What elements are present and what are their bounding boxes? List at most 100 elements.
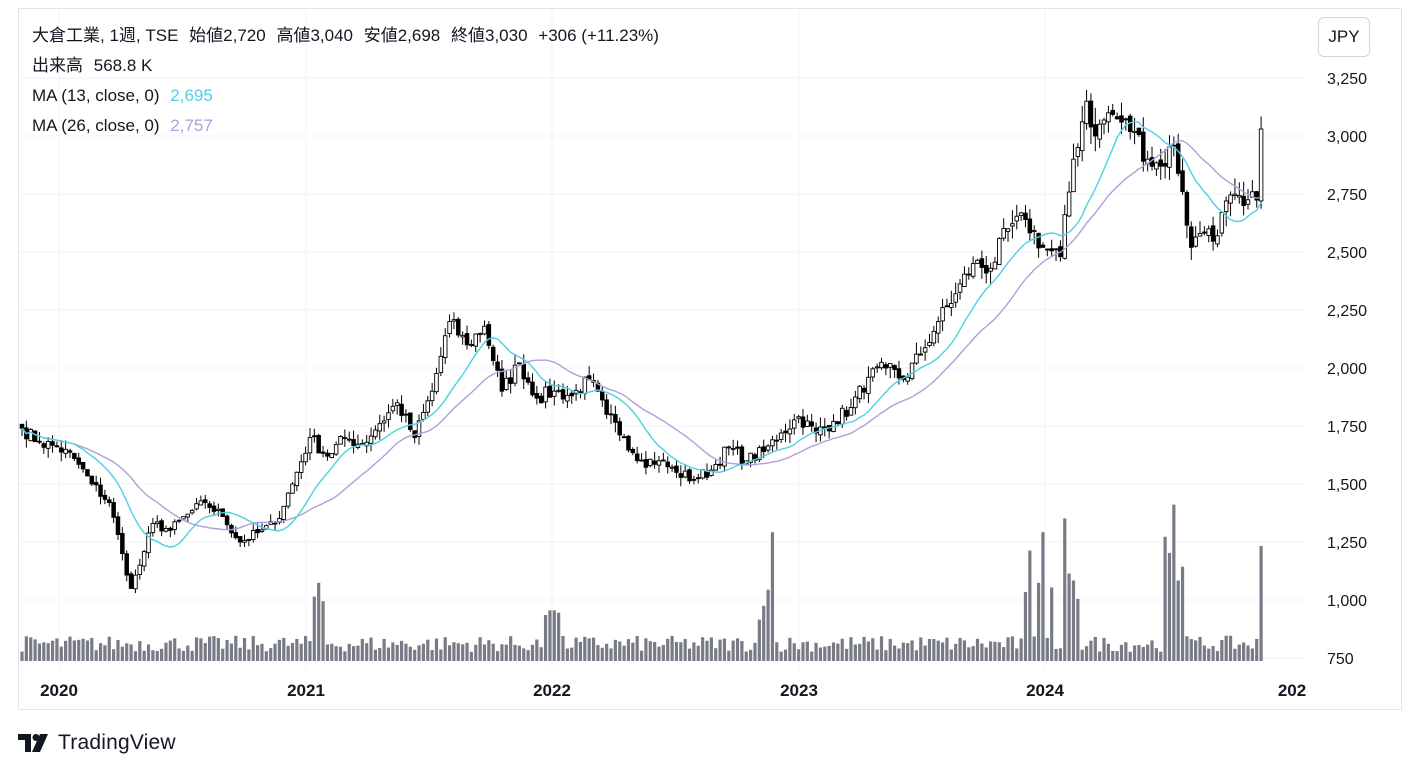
candle (482, 320, 487, 336)
volume-bar (958, 637, 962, 661)
volume-bar (439, 649, 443, 661)
candle (137, 558, 143, 580)
volume-bar (858, 643, 862, 661)
legend-change: +306 (+11.23%) (538, 26, 659, 45)
candle-body-up (935, 321, 941, 334)
candle-body-up (1232, 193, 1238, 197)
legend-low: 安値2,698 (364, 26, 441, 45)
candle-body-up (333, 444, 339, 455)
legend-ma26[interactable]: MA (26, close, 0) 2,757 (32, 116, 219, 136)
volume-bar (469, 651, 473, 661)
candle-body-down (822, 426, 828, 429)
volume-bar (373, 649, 378, 661)
candle (312, 428, 317, 443)
candle (931, 325, 937, 347)
candle (303, 446, 308, 466)
volume-bar (757, 619, 761, 661)
volume-bar (1163, 536, 1167, 661)
candle (639, 453, 644, 462)
candle-body-down (272, 522, 278, 525)
candle-body-down (665, 461, 670, 468)
candle (726, 445, 732, 456)
candle-body-down (224, 515, 230, 526)
y-tick-label: 750 (1327, 651, 1354, 668)
volume-bar (1250, 648, 1254, 661)
candle (98, 477, 103, 505)
low-label: 安値 (363, 26, 398, 45)
ma13-line (21, 120, 1262, 548)
candle-body-down (1088, 100, 1094, 128)
candle-body-up (1215, 235, 1220, 245)
candle (32, 430, 38, 443)
candle-body-down (351, 439, 356, 447)
candle-body-up (386, 412, 391, 421)
candle (552, 380, 557, 406)
volume-bar (404, 643, 408, 661)
candle (953, 282, 958, 308)
price-chart[interactable]: 750 1,000 1,250 1,500 1,750 2,000 2,250 2,500 2,… (19, 9, 1403, 711)
volume-bar (1255, 638, 1259, 661)
candle (1210, 216, 1216, 251)
candle (857, 385, 862, 404)
volume-bar (177, 648, 181, 661)
volume-bar (391, 642, 395, 661)
volume-bar (893, 645, 897, 661)
candle-body-up (194, 503, 199, 510)
candle-body-down (560, 389, 566, 400)
candle (1049, 239, 1054, 257)
candle (935, 316, 941, 344)
candle-body-up (914, 353, 919, 364)
volume-bar (696, 645, 700, 661)
candle (1075, 143, 1081, 167)
candle (499, 359, 505, 397)
tradingview-brand[interactable]: TradingView (18, 731, 176, 755)
candle-body-up (294, 471, 300, 487)
volume-bar (727, 650, 731, 661)
currency-button[interactable]: JPY (1318, 17, 1370, 57)
candle-body-up (748, 452, 753, 463)
legend-ma13[interactable]: MA (13, close, 0) 2,695 (32, 86, 219, 106)
candle-body-up (1154, 162, 1159, 170)
candle (50, 435, 55, 453)
candle (211, 501, 217, 517)
volume-bar (168, 640, 172, 661)
candle (630, 447, 636, 456)
candle (783, 423, 788, 443)
candle-body-up (1237, 194, 1242, 198)
volume-bar (430, 650, 434, 661)
candle (1193, 226, 1198, 248)
candle-body-up (765, 445, 771, 451)
volume-bar (229, 643, 234, 661)
candle (412, 430, 417, 444)
candle-body-down (569, 392, 574, 397)
brand-name: TradingView (58, 731, 176, 754)
volume-bar (565, 648, 569, 661)
candle (1202, 226, 1207, 236)
volume-bar (1115, 651, 1119, 661)
volume-bar (1150, 640, 1154, 661)
volume-bar (1010, 636, 1015, 661)
candle-body-down (464, 333, 470, 346)
volume-bar (718, 639, 722, 661)
volume-bar (1185, 636, 1189, 661)
candle-body-down (604, 399, 609, 415)
volume-bar (155, 651, 159, 661)
legend-symbol: 大倉工業, 1週, TSE (32, 26, 179, 45)
volume-bar (788, 637, 792, 661)
volume-bar (360, 638, 364, 661)
candle (93, 475, 99, 492)
candle (883, 362, 889, 376)
x-tick-label: 2024 (1026, 681, 1064, 700)
volume-bar (701, 637, 705, 661)
candle-body-down (1119, 115, 1124, 123)
candle-body-down (835, 421, 841, 424)
candle (600, 386, 605, 407)
candle-body-up (730, 448, 736, 450)
volume-bar (1067, 573, 1071, 661)
candle-body-up (307, 437, 313, 454)
candle (37, 432, 42, 445)
volume-bar (120, 646, 124, 661)
volume-bar (984, 647, 988, 661)
candle (1088, 93, 1094, 144)
candle-body-down (892, 365, 897, 371)
